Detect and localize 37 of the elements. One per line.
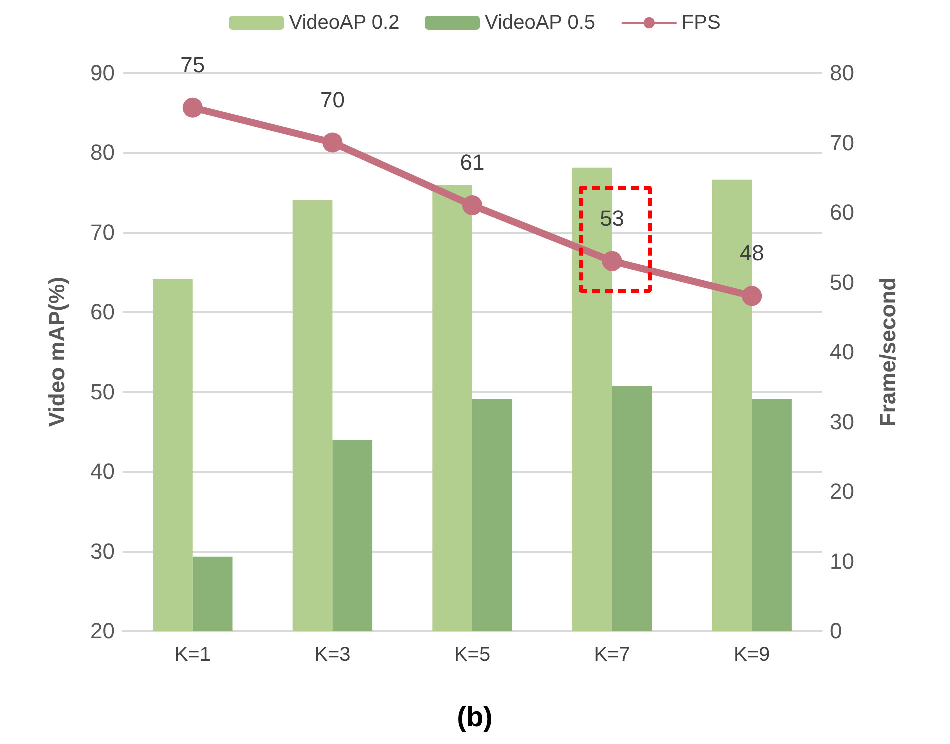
point [462, 196, 482, 216]
point [742, 286, 762, 306]
y2-axis-title: Frame/second [876, 277, 900, 427]
data-label: 61 [460, 150, 485, 176]
y2-tick-label: 40 [830, 340, 854, 364]
legend-label: FPS [682, 12, 721, 34]
y2-tick-label: 70 [830, 130, 854, 156]
legend-label: VideoAP 0.5 [485, 12, 596, 34]
x-tick-label: K=5 [454, 644, 491, 666]
y-axis-title: Video mAP(%) [44, 277, 70, 427]
legend-label: VideoAP 0.2 [289, 12, 400, 34]
y-tick-label: 90 [90, 60, 115, 86]
y-tick-label: 40 [90, 459, 115, 484]
y2-tick-label: 80 [830, 60, 854, 86]
y-tick-label: 60 [90, 300, 115, 325]
x-tick-label: K=1 [174, 644, 211, 666]
point [322, 132, 343, 153]
point [602, 251, 622, 272]
y-tick-label: 80 [90, 140, 115, 166]
y2-tick-label: 60 [830, 200, 854, 225]
y2-tick-label: 10 [830, 548, 854, 574]
data-label: 70 [320, 87, 345, 112]
y2-tick-label: 20 [830, 479, 854, 504]
y-tick-label: 20 [90, 618, 115, 644]
y-tick-label: 50 [90, 379, 115, 404]
data-label: 53 [600, 206, 625, 231]
data-label: 75 [180, 52, 206, 78]
y-tick-label: 70 [90, 220, 115, 245]
x-tick-label: K=9 [734, 644, 770, 666]
y2-tick-label: 30 [830, 409, 854, 434]
x-tick-label: K=7 [594, 644, 630, 666]
text: (b) [457, 702, 493, 732]
y2-tick-label: 0 [830, 618, 842, 644]
y2-tick-label: 50 [830, 270, 854, 295]
x-tick-label: K=3 [314, 644, 351, 666]
y-tick-label: 30 [90, 538, 115, 564]
point [182, 98, 203, 118]
